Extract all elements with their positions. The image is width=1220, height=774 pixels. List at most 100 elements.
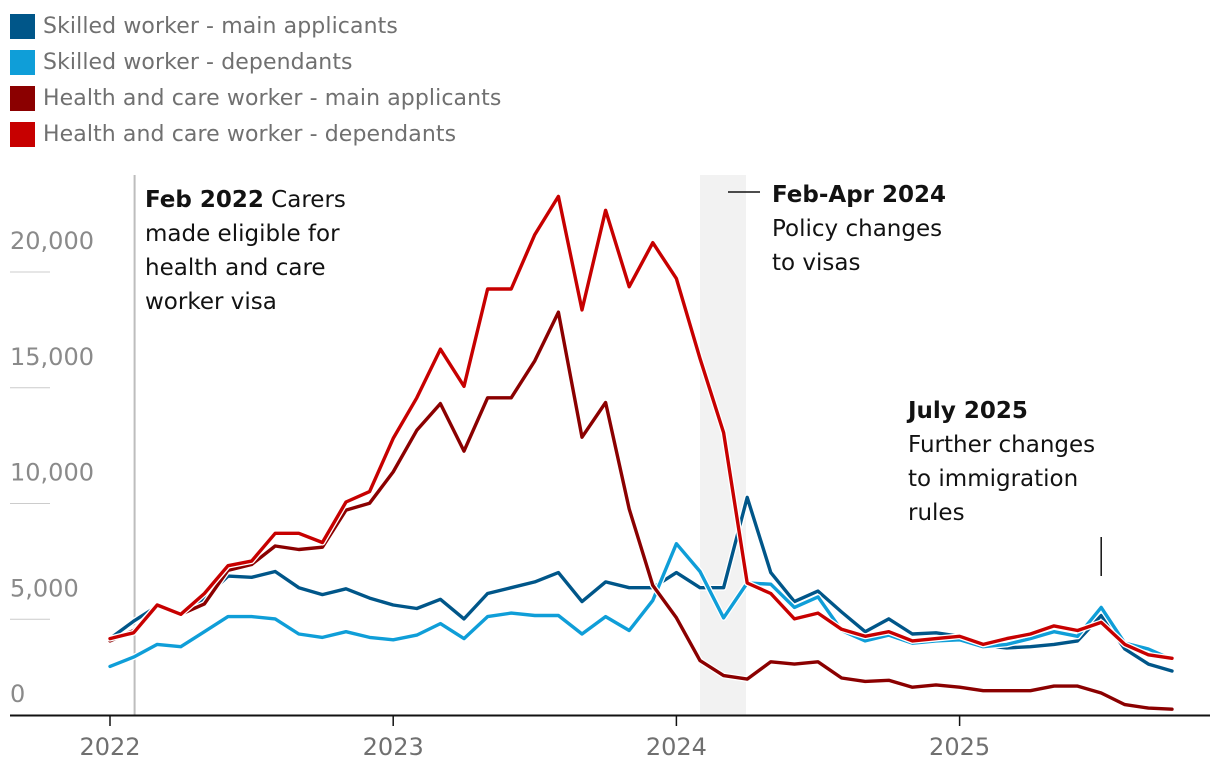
annotation-text: Further changes [908, 432, 1095, 458]
data-point [392, 638, 395, 641]
legend-item[interactable]: Health and care worker - main applicants [10, 80, 501, 116]
annotation-text: Feb-Apr 2024 [772, 182, 946, 208]
data-point [1123, 703, 1127, 706]
annotation-body: Further changes [908, 432, 1095, 458]
data-point [982, 689, 985, 692]
legend-item[interactable]: Skilled worker - dependants [10, 44, 501, 80]
legend: Skilled worker - main applicants Skilled… [10, 8, 501, 152]
data-point [415, 607, 418, 610]
data-point [132, 655, 135, 659]
data-point [557, 311, 560, 314]
y-tick-label: 20,000 [10, 227, 94, 255]
annotation-body: to immigration [908, 466, 1078, 492]
data-point [439, 598, 442, 601]
data-point [226, 615, 230, 618]
data-point [1170, 669, 1174, 673]
data-point [368, 596, 371, 600]
data-point [769, 592, 772, 595]
data-point [675, 277, 678, 280]
annotation-text: Policy changes [772, 216, 942, 242]
data-point [392, 470, 395, 474]
data-point [1052, 643, 1056, 646]
data-point [1005, 637, 1008, 640]
data-point [816, 589, 820, 593]
data-point [1076, 684, 1079, 688]
data-point [911, 639, 914, 643]
data-point [816, 660, 820, 663]
data-point [274, 532, 277, 535]
data-point [533, 233, 536, 236]
data-point [580, 436, 584, 439]
data-point [510, 611, 513, 615]
y-tick-label: 10,000 [10, 459, 94, 487]
data-point [982, 643, 985, 646]
legend-item[interactable]: Skilled worker - main applicants [10, 8, 501, 44]
data-point [1147, 662, 1150, 666]
data-point [510, 396, 513, 399]
data-point [156, 603, 159, 607]
legend-swatch [10, 121, 35, 147]
annotation-text: made eligible for [145, 221, 340, 247]
data-point [698, 357, 702, 360]
annotation-body: to visas [772, 250, 860, 276]
data-point [203, 592, 206, 595]
data-point [297, 586, 300, 589]
annotation-text: to visas [772, 250, 860, 276]
data-point [156, 643, 159, 646]
data-point [675, 542, 678, 545]
legend-label: Skilled worker - dependants [43, 49, 353, 75]
data-point [746, 677, 749, 681]
data-point [1076, 639, 1079, 643]
data-point [510, 586, 513, 589]
data-point [274, 617, 277, 621]
annotation-body: made eligible for [145, 221, 340, 247]
data-point [533, 580, 536, 584]
data-point [864, 639, 867, 643]
legend-item[interactable]: Health and care worker - dependants [10, 116, 501, 152]
data-point [321, 541, 324, 544]
data-point [580, 632, 584, 636]
annotation-text: worker visa [145, 289, 277, 315]
data-point [321, 546, 324, 549]
data-point [344, 630, 348, 633]
data-point [321, 593, 324, 596]
legend-swatch [10, 85, 35, 111]
data-point [486, 287, 489, 291]
data-point [368, 636, 371, 639]
annotation-body: Carers [264, 187, 346, 213]
data-point [415, 633, 418, 637]
data-point [1147, 647, 1150, 651]
data-point [439, 402, 442, 405]
series-line [108, 542, 1174, 669]
data-point [651, 241, 654, 244]
data-point [297, 532, 300, 535]
data-point [533, 614, 536, 617]
data-point [1170, 708, 1174, 711]
data-point [297, 548, 300, 551]
data-point [462, 617, 466, 621]
data-point [557, 614, 560, 617]
data-point [1052, 630, 1056, 633]
annotation-text: health and care [145, 255, 326, 281]
data-point [864, 635, 867, 638]
annotation-body: Policy changes [772, 216, 942, 242]
data-point [651, 584, 654, 587]
data-point [722, 616, 725, 619]
x-tick-label: 2022 [79, 733, 140, 761]
y-tick-label: 0 [10, 680, 25, 708]
data-point [864, 630, 867, 633]
data-point [864, 680, 867, 683]
data-point [297, 632, 300, 636]
data-point [533, 359, 536, 362]
data-point [887, 679, 890, 682]
data-point [911, 632, 914, 636]
legend-label: Skilled worker - main applicants [43, 13, 398, 39]
data-point [793, 600, 796, 603]
y-tick-label: 5,000 [10, 574, 79, 602]
data-point [368, 502, 371, 505]
data-point [274, 544, 277, 548]
data-point [793, 617, 796, 621]
annotation-body: worker visa [145, 289, 277, 315]
data-point [1076, 635, 1079, 638]
data-point [746, 496, 749, 499]
